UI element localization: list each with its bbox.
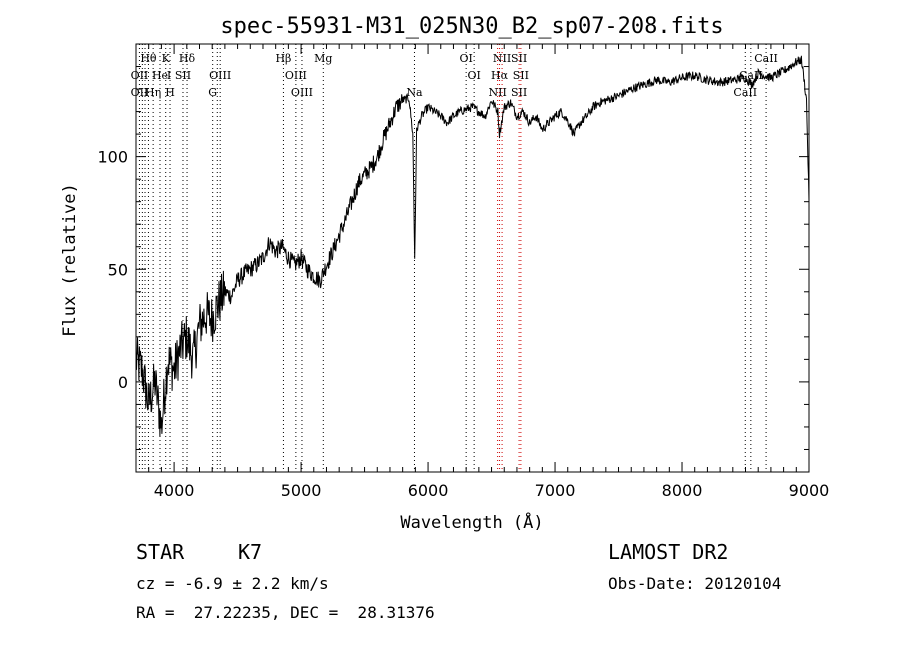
line-marker-label: Hα (491, 69, 509, 82)
x-tick-label: 4000 (154, 481, 195, 500)
x-tick-label: 7000 (535, 481, 576, 500)
line-marker-label: Hη (145, 86, 161, 99)
line-marker-label: OIII (285, 69, 307, 82)
line-marker-label: SII (511, 86, 527, 99)
y-axis-label: Flux (relative) (60, 183, 80, 337)
spectrum-line (135, 55, 810, 437)
line-marker-label: CaII (754, 52, 778, 65)
line-marker-label: Hβ (275, 52, 291, 65)
coordinates: RA = 27.22235, DEC = 28.31376 (136, 603, 435, 622)
line-marker-label: Na (406, 86, 423, 99)
line-marker-label: Hδ (179, 52, 196, 65)
y-tick-label: 0 (118, 373, 128, 392)
line-marker-label: OI (467, 69, 480, 82)
plot-area: 4000 5000 6000 7000 8000 9000 0 50 100 Hθ K Hδ Hβ Mg O… (97, 43, 830, 500)
x-tick-label: 6000 (408, 481, 449, 500)
x-tick-label: 8000 (662, 481, 703, 500)
redshift-cz: cz = -6.9 ± 2.2 km/s (136, 574, 329, 593)
x-tick-label: 9000 (789, 481, 830, 500)
x-tick-label: 5000 (281, 481, 322, 500)
line-marker-label: CaII (733, 86, 757, 99)
line-marker-label: OIII (291, 86, 313, 99)
line-marker-label: OII (131, 69, 149, 82)
line-marker-label: SII (513, 69, 529, 82)
line-marker-label: He (152, 69, 168, 82)
line-marker-label: H (165, 86, 175, 99)
line-marker-label: SII (511, 52, 527, 65)
spectral-class: K7 (238, 540, 263, 564)
plot-frame (135, 43, 810, 473)
line-marker-label: OIII (209, 69, 231, 82)
star-label: STAR (136, 540, 185, 564)
line-marker-label: K (162, 52, 171, 65)
line-marker-label: Mg (314, 52, 332, 65)
y-tick-label: 50 (108, 260, 128, 279)
y-tick-label: 100 (97, 148, 128, 167)
line-marker-label: G (208, 86, 217, 99)
observation-date: Obs-Date: 20120104 (608, 574, 782, 593)
line-marker-label: OI (459, 52, 472, 65)
line-marker-label: NII (493, 52, 511, 65)
x-axis-label: Wavelength (Å) (400, 511, 543, 533)
line-marker-label: OII (131, 86, 149, 99)
line-marker-label: SII (175, 69, 191, 82)
line-marker-label: Hθ (140, 52, 157, 65)
line-marker-label: CaII (739, 69, 763, 82)
survey-name: LAMOST DR2 (608, 540, 729, 564)
chart-title: spec-55931-M31_025N30_B2_sp07-208.fits (220, 14, 723, 39)
line-marker-label: I (167, 69, 171, 82)
line-marker-label: NII (488, 86, 506, 99)
